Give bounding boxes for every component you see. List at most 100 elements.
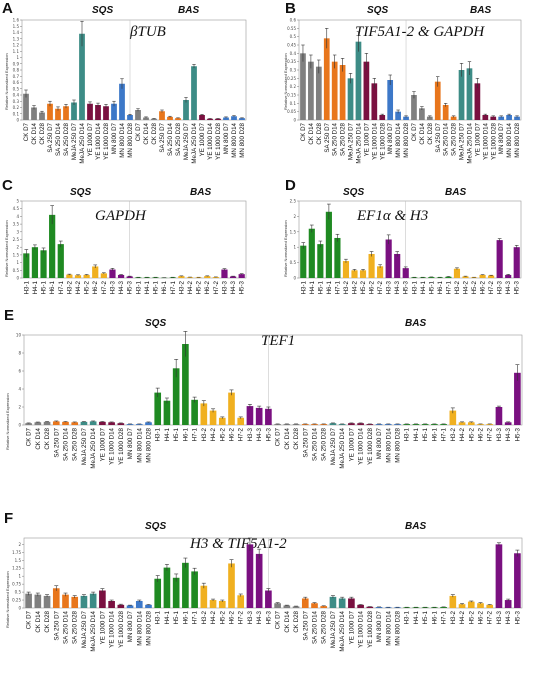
bar (87, 103, 93, 120)
y-tick-label: 2.5 (290, 199, 297, 204)
x-tick-label: SA 250 D14 (55, 122, 62, 156)
x-tick-label: H3-3 (496, 427, 503, 441)
x-tick-label: YE 1000 D7 (348, 610, 355, 644)
bar (474, 83, 481, 120)
bar (348, 423, 355, 425)
x-tick-label: H3-1 (404, 610, 411, 624)
bar (159, 111, 165, 120)
x-tick-label: MN 800 D14 (385, 610, 392, 645)
chart-title: TIF5A1-2 & GAPDH (355, 24, 485, 40)
bar (394, 607, 401, 608)
x-tick-label: MN 800 D28 (146, 610, 153, 645)
y-tick-label: 1.25 (12, 566, 21, 571)
plot-frame (298, 200, 522, 279)
x-tick-label: SA 250 D7 (53, 610, 60, 640)
x-tick-label: H7-1 (441, 610, 448, 624)
x-tick-label: SA 250 D14 (167, 122, 174, 156)
bar (135, 424, 143, 425)
bar (514, 372, 521, 425)
bar (182, 562, 189, 608)
bar (412, 607, 420, 608)
bar (218, 601, 226, 608)
x-tick-label: CK D28 (44, 610, 51, 632)
x-tick-label: H3-1 (155, 610, 162, 624)
bar (63, 106, 69, 120)
x-tick-label: H6-2 (369, 280, 376, 294)
y-tick-label: 0.5 (13, 86, 20, 91)
bar (126, 276, 133, 278)
bar (31, 107, 37, 120)
bar (135, 277, 142, 278)
x-tick-label: MN 800 D14 (395, 122, 402, 157)
bar (320, 606, 328, 608)
x-tick-label: YE 1000 D7 (363, 122, 370, 156)
bar (325, 211, 332, 278)
bar (449, 595, 457, 608)
x-tick-label: CK D28 (39, 122, 46, 144)
bar (80, 421, 88, 425)
bar (152, 277, 159, 278)
x-tick-label: H5-3 (403, 280, 410, 294)
bar (375, 607, 383, 608)
bar (204, 276, 211, 278)
x-tick-label: MN 800 D14 (136, 610, 143, 645)
x-tick-label: CK D14 (419, 122, 426, 144)
x-tick-label: MN 800 D7 (498, 122, 505, 154)
x-tick-label: H5-1 (173, 610, 180, 624)
bar (191, 66, 197, 120)
x-tick-label: H5-1 (173, 427, 180, 441)
y-tick-label: 2 (16, 245, 19, 250)
y-tick-label: 0 (18, 606, 21, 611)
y-tick-label: 0.45 (287, 43, 296, 48)
x-tick-label: H7-2 (101, 280, 108, 294)
x-tick-label: MN 800 D28 (395, 427, 402, 462)
y-tick-label: 0 (16, 118, 19, 123)
y-tick-label: 0.7 (13, 74, 20, 79)
x-tick-label: H3-2 (454, 280, 461, 294)
x-tick-label: CK D14 (284, 427, 291, 449)
x-tick-label: YE 1000 D28 (215, 122, 222, 159)
group-label-sqs: SQS (145, 318, 167, 329)
x-tick-label: MN 800 D28 (239, 122, 246, 157)
y-tick-label: 4 (18, 387, 21, 392)
y-tick-label: 8 (18, 351, 21, 356)
bar (175, 118, 181, 120)
bar (366, 606, 374, 608)
x-tick-label: H4-2 (210, 427, 217, 441)
x-tick-label: CK D28 (151, 122, 158, 144)
bar (34, 422, 42, 425)
x-tick-label: MeJA 250 D7 (81, 427, 88, 465)
x-tick-label: SA 250 D14 (312, 427, 319, 461)
bar (421, 424, 429, 425)
bar (355, 41, 362, 120)
x-tick-label: H4-3 (230, 280, 237, 294)
bar (434, 81, 441, 120)
bar (183, 100, 189, 120)
x-tick-label: YE 1000 D7 (99, 427, 106, 461)
bar (403, 424, 411, 425)
bar (514, 116, 520, 120)
bar (482, 115, 489, 120)
x-tick-label: MeJA 250 D14 (466, 122, 473, 163)
bar (95, 105, 101, 120)
y-tick-label: 0.5 (13, 268, 20, 273)
x-tick-label: H7-2 (488, 280, 495, 294)
x-tick-label: H5-1 (422, 610, 429, 624)
bar (394, 424, 401, 425)
bar (246, 544, 254, 608)
bar (411, 277, 418, 278)
bar (292, 606, 300, 608)
bar (199, 115, 205, 120)
x-tick-label: H3-1 (300, 280, 307, 294)
bar (498, 116, 505, 120)
x-tick-label: H6-1 (437, 280, 444, 294)
bar (237, 595, 245, 608)
bar (55, 108, 61, 120)
bar (431, 424, 438, 425)
x-tick-label: SA 250 D14 (332, 122, 339, 156)
x-tick-label: H4-1 (144, 280, 151, 294)
panel-label: E (4, 307, 15, 324)
bar (231, 116, 237, 120)
y-tick-label: 0.6 (290, 18, 297, 23)
panel-b: B SQS BAS TIF5A1-2 & GAPDH Relative Norm… (275, 0, 550, 170)
